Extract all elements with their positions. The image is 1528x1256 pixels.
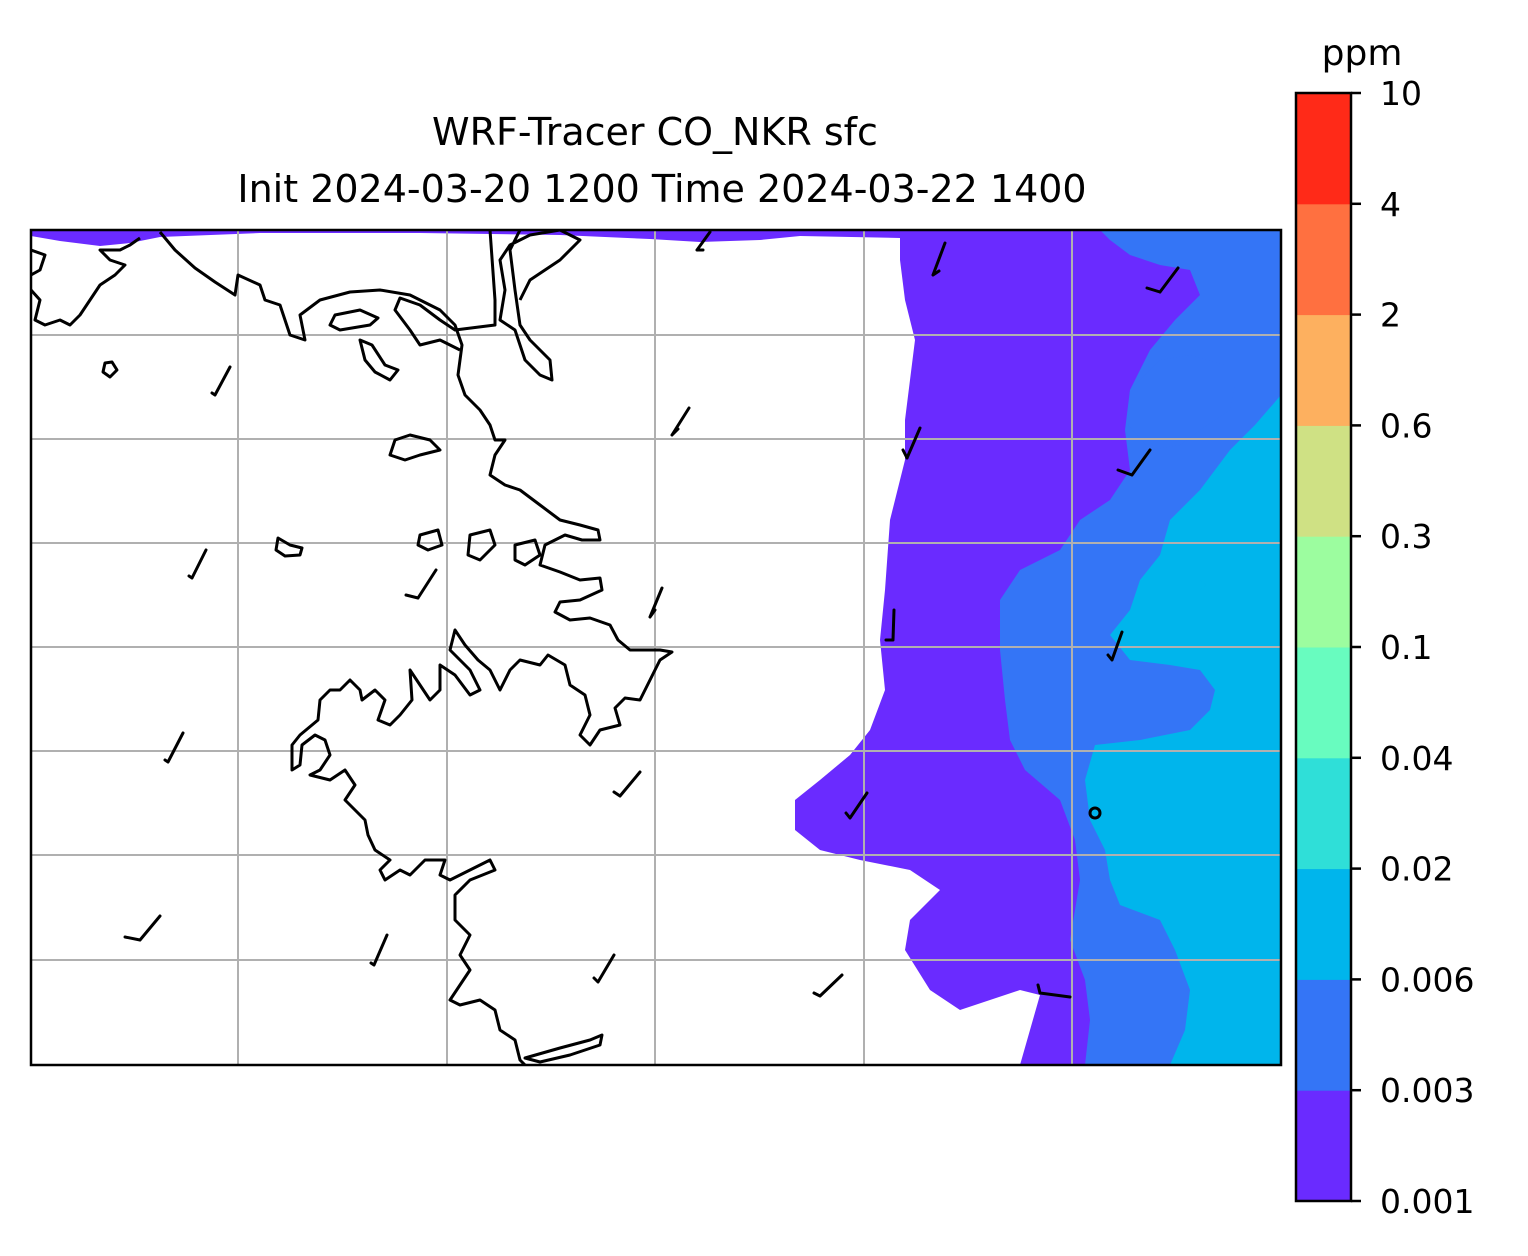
- coastline-inlet: [393, 230, 497, 352]
- contour-small-cyan-dot: [1195, 580, 1206, 590]
- colorbar-tick-label: 0.02: [1380, 850, 1453, 889]
- wind-barb-icon: [592, 953, 616, 984]
- wind-barb-icon: [1116, 448, 1152, 477]
- colorbar-swatch: [1296, 203, 1351, 316]
- island-small-mid: [274, 536, 304, 558]
- colorbar-unit-label: ppm: [1322, 33, 1403, 74]
- colorbar-tick-label: 0.003: [1380, 1071, 1474, 1110]
- colorbar-swatch: [1296, 425, 1351, 537]
- island-lake-a: [328, 308, 380, 332]
- colorbar-tick-label: 2: [1380, 296, 1401, 335]
- colorbar-tick-label: 10: [1380, 74, 1422, 113]
- colorbar-swatch: [1296, 647, 1351, 759]
- island-lake-d: [466, 528, 497, 562]
- wind-barb-icon: [884, 608, 896, 642]
- wind-barb-icon: [901, 426, 922, 460]
- wind-barb-icon: [812, 973, 844, 998]
- colorbar-swatch: [1296, 1090, 1351, 1202]
- contour-0006-002: [1085, 395, 1281, 1065]
- gridlines: [31, 230, 1281, 1065]
- coastline-northwest: [31, 236, 141, 327]
- wind-barb-icon: [1106, 630, 1124, 662]
- colorbar-tick-label: 0.3: [1380, 517, 1432, 556]
- colorbar-tick-label: 0.1: [1380, 628, 1432, 667]
- station-marker: [1088, 806, 1102, 820]
- map-frame: [29, 228, 1283, 1067]
- wind-barb-icon: [163, 731, 185, 764]
- wind-barb-icon: [187, 548, 208, 580]
- island-south: [523, 1033, 604, 1064]
- colorbar-tick-label: 0.001: [1380, 1182, 1474, 1221]
- wind-barb-icon: [210, 365, 232, 397]
- colorbar-tick-label: 0.006: [1380, 960, 1474, 999]
- colorbar-swatch: [1296, 757, 1351, 870]
- colorbar-swatch: [1296, 868, 1351, 980]
- wind-barbs: [123, 230, 1180, 999]
- contour-upper-blue-lobe: [1128, 355, 1235, 450]
- island-small-nw: [101, 360, 119, 379]
- wind-barb-icon: [670, 406, 691, 437]
- island-lake-e: [513, 538, 542, 567]
- island-peninsula-a: [388, 433, 442, 462]
- wind-barb-icon: [369, 933, 389, 967]
- contour-top-strip: [31, 230, 900, 246]
- colorbar-ticks: 0.001 0.003 0.006 0.02 0.04 0.1 0.3 0.6 2 4 10: [1351, 74, 1474, 1221]
- colorbar: [1296, 93, 1351, 1202]
- coastline-fjord-east: [498, 230, 582, 382]
- colorbar-swatch: [1296, 93, 1351, 205]
- wind-barb-icon: [648, 586, 664, 619]
- wind-barb-icon: [1145, 266, 1180, 294]
- colorbar-swatch: [1296, 979, 1351, 1091]
- colorbar-tick-label: 0.6: [1380, 406, 1432, 445]
- wind-barb-icon: [1036, 983, 1072, 999]
- coastlines: [31, 230, 1102, 1065]
- wind-barb-icon: [404, 568, 438, 600]
- map-title-line2: Init 2024-03-20 1200 Time 2024-03-22 140…: [237, 167, 1086, 211]
- colorbar-tick-label: 0.04: [1380, 739, 1453, 778]
- wind-barb-icon: [123, 914, 162, 942]
- wind-barb-icon: [695, 230, 712, 252]
- map-title-line1: WRF-Tracer CO_NKR sfc: [432, 110, 878, 154]
- colorbar-tick-label: 4: [1380, 185, 1401, 224]
- map-panel: [31, 230, 1281, 1065]
- wind-barb-icon: [612, 770, 642, 798]
- wind-barb-icon: [844, 791, 869, 820]
- island-lake-c: [416, 528, 444, 552]
- island-lake-b: [358, 338, 400, 382]
- coastline-main: [158, 231, 674, 1065]
- colorbar-swatch: [1296, 314, 1351, 426]
- wind-barb-icon: [931, 241, 947, 277]
- colorbar-swatch: [1296, 536, 1351, 648]
